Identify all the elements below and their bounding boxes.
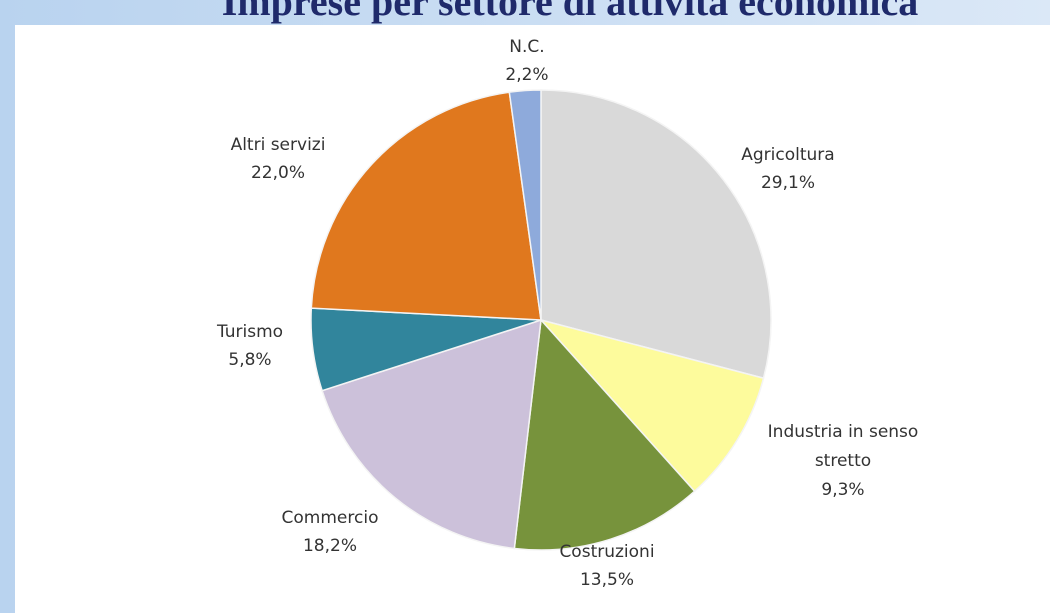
pie-slice [513, 318, 696, 551]
slice-value-label: 9,3% [821, 480, 864, 500]
slice-value-label: 2,2% [505, 65, 548, 85]
pie-slice [321, 318, 542, 550]
slice-value-label: 5,8% [228, 350, 271, 370]
slice-label: Turismo [216, 322, 283, 342]
slice-label: Costruzioni [559, 542, 654, 562]
slice-value-label: 18,2% [303, 536, 357, 556]
pie-slice [538, 318, 765, 493]
slice-label: Commercio [282, 508, 379, 528]
slice-label: Industria in senso stretto [768, 422, 919, 471]
pie-slice [508, 89, 542, 321]
slice-label: Agricoltura [741, 145, 834, 165]
slice-value-label: 29,1% [761, 173, 815, 193]
slice-label: Altri servizi [231, 135, 326, 155]
slice-label: N.C. [509, 37, 544, 57]
slice-value-label: 22,0% [251, 163, 305, 183]
pie-slice [540, 89, 772, 380]
slice-value-label: 13,5% [580, 570, 634, 590]
chart-title: Imprese per settore di attività economic… [222, 0, 919, 24]
pie-slice [310, 91, 542, 321]
